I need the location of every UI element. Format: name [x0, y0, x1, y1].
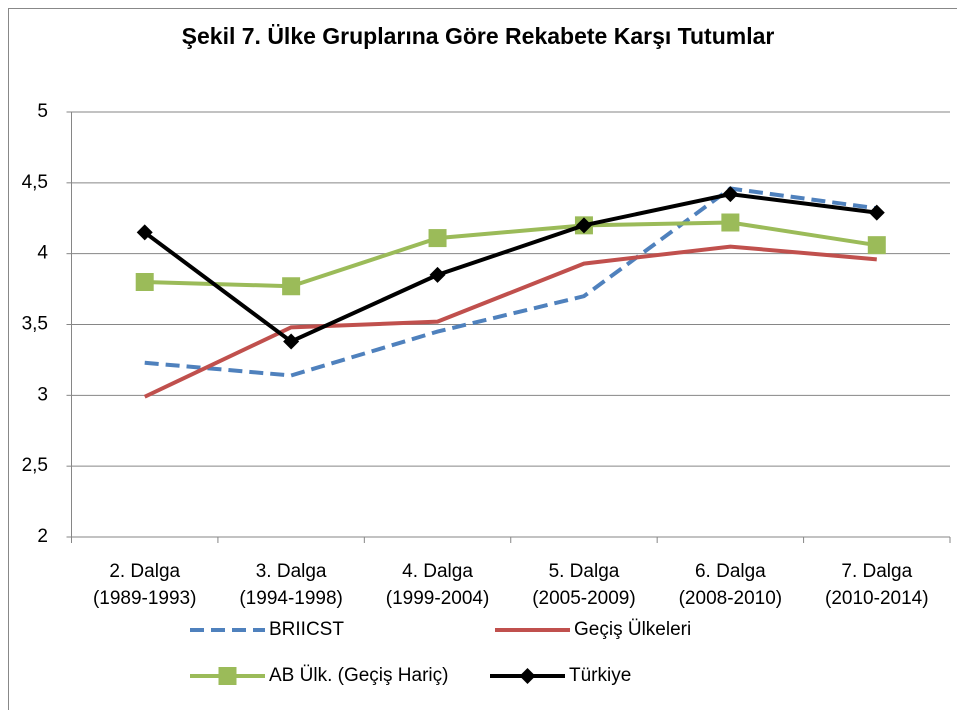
y-tick-label: 5 — [37, 101, 48, 122]
y-tick-label: 4 — [37, 243, 48, 264]
legend-label: BRIICST — [269, 619, 344, 640]
marker — [283, 333, 300, 350]
series-line — [144, 186, 878, 378]
x-tick-label: 4. Dalga (1999-2004) — [385, 561, 490, 609]
x-tick-label: 3. Dalga (1994-1998) — [239, 561, 343, 609]
x-tick-label: 2. Dalga (1989-1993) — [92, 561, 197, 609]
legend-label: Geçiş Ülkeleri — [574, 619, 691, 640]
y-tick-label: 3,5 — [22, 314, 48, 335]
legend-marker — [519, 668, 536, 684]
series-line — [144, 220, 878, 289]
marker — [575, 217, 592, 234]
marker — [282, 277, 301, 296]
y-tick-label: 4,5 — [22, 172, 48, 193]
legend-label: AB Ülk. (Geçiş Hariç) — [269, 665, 448, 686]
marker — [721, 213, 740, 232]
y-tick-label: 3 — [37, 384, 48, 405]
marker — [868, 204, 885, 221]
legend-label: Türkiye — [569, 665, 631, 686]
marker — [136, 224, 153, 241]
marker — [429, 266, 446, 283]
marker — [867, 236, 886, 255]
x-tick-label: 7. Dalga (2010-2014) — [825, 561, 929, 609]
x-tick-label: 5. Dalga (2005-2009) — [532, 561, 636, 609]
legend-marker — [218, 667, 237, 685]
series-line — [143, 244, 877, 399]
marker — [428, 229, 447, 248]
chart-border — [8, 8, 957, 710]
chart-title: Şekil 7. Ülke Gruplarına Göre Rekabete K… — [182, 23, 775, 49]
series-line — [143, 192, 878, 344]
y-tick-label: 2 — [37, 526, 48, 547]
marker — [722, 186, 739, 203]
marker — [135, 273, 154, 291]
y-tick-label: 2,5 — [22, 455, 48, 476]
x-tick-label: 6. Dalga (2008-2010) — [678, 561, 783, 609]
